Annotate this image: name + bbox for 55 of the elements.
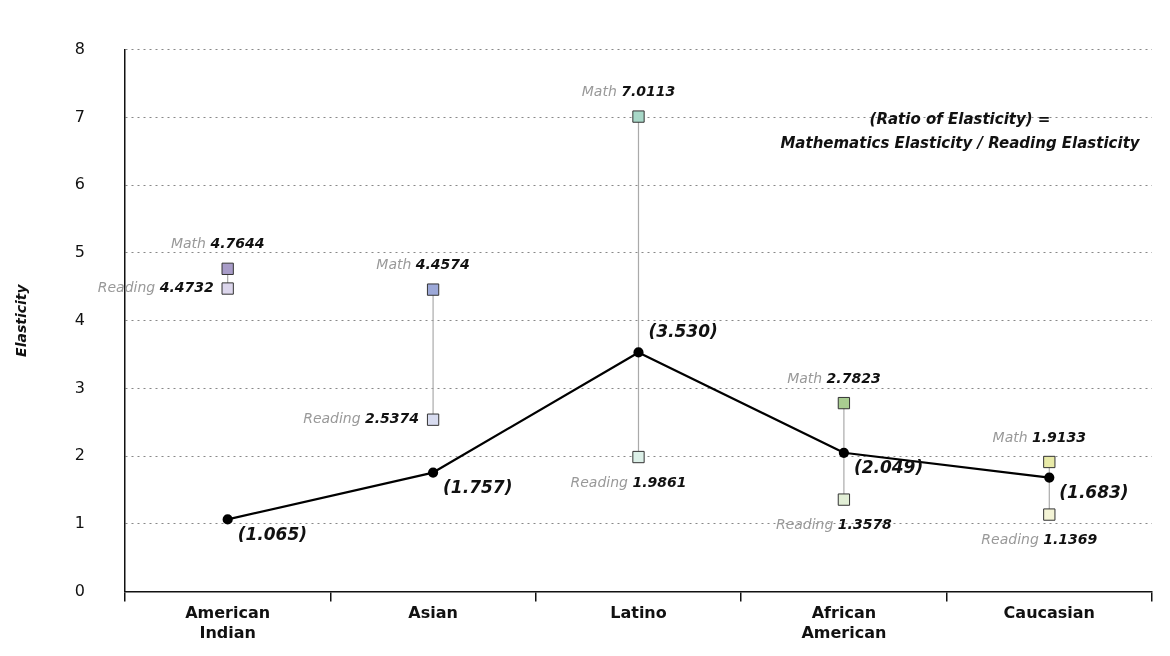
x-tick-label: Caucasian (1003, 603, 1095, 623)
point (838, 447, 849, 458)
y-tick-label: 3 (74, 377, 85, 397)
point (633, 347, 644, 358)
text: Math (581, 83, 617, 100)
y-tick-label: 8 (74, 38, 85, 58)
point (837, 396, 851, 410)
data-label: (1.757) (443, 476, 513, 497)
series-label: Reading (570, 473, 629, 490)
data-label: 1.1369 (1043, 531, 1098, 548)
data-label: 1.9133 (1032, 428, 1087, 445)
data-label: 4.7644 (209, 235, 265, 252)
point (426, 413, 440, 426)
data-label: (3.530) (648, 320, 718, 341)
data-label: (1.065) (237, 523, 307, 544)
x-tick-label: Asian (408, 603, 458, 623)
data-label: 2.5374 (365, 410, 420, 427)
point (427, 467, 439, 478)
y-tick-label: 0 (74, 580, 85, 600)
text: Reading (981, 531, 1039, 548)
point (837, 493, 851, 506)
y-tick-label: 7 (74, 106, 85, 126)
text: Math (992, 428, 1028, 445)
annotation: (Ratio of Elasticity) = Mathematics Elasticity / Reading Elasticity (780, 109, 1141, 152)
series-label: Math (170, 235, 206, 252)
data-label: (1.683) (1059, 482, 1129, 502)
y-tick-label: 6 (74, 174, 85, 194)
point (632, 110, 645, 123)
y-tick-label: 2 (74, 445, 85, 465)
text: Reading (775, 516, 834, 533)
data-label: 1.3578 (837, 516, 893, 533)
y-tick-label: 4 (74, 309, 85, 329)
data-label: 7.0113 (621, 83, 676, 100)
point (1043, 455, 1056, 469)
point (221, 262, 234, 275)
point (221, 282, 234, 295)
y-axis-title: Elasticity (13, 283, 30, 357)
data-label: 2.7823 (826, 369, 881, 386)
data-label: 4.4574 (414, 256, 470, 273)
x-tick-label: American Indian (185, 603, 271, 642)
text: Reading (303, 410, 361, 427)
y-tick-label: 5 (74, 242, 85, 262)
y-tick-label: 1 (74, 513, 85, 533)
text: Math (376, 256, 412, 273)
x-tick-label: Latino (610, 603, 667, 623)
text: Math (787, 369, 823, 386)
point (1043, 508, 1056, 521)
data-label: 4.4732 (158, 279, 214, 296)
data-label: 1.9861 (632, 473, 687, 490)
point (1044, 472, 1055, 483)
point (426, 283, 440, 296)
point (222, 514, 233, 525)
point (632, 450, 645, 464)
data-label: (2.049) (853, 457, 924, 478)
x-tick-label: African American (801, 603, 887, 642)
